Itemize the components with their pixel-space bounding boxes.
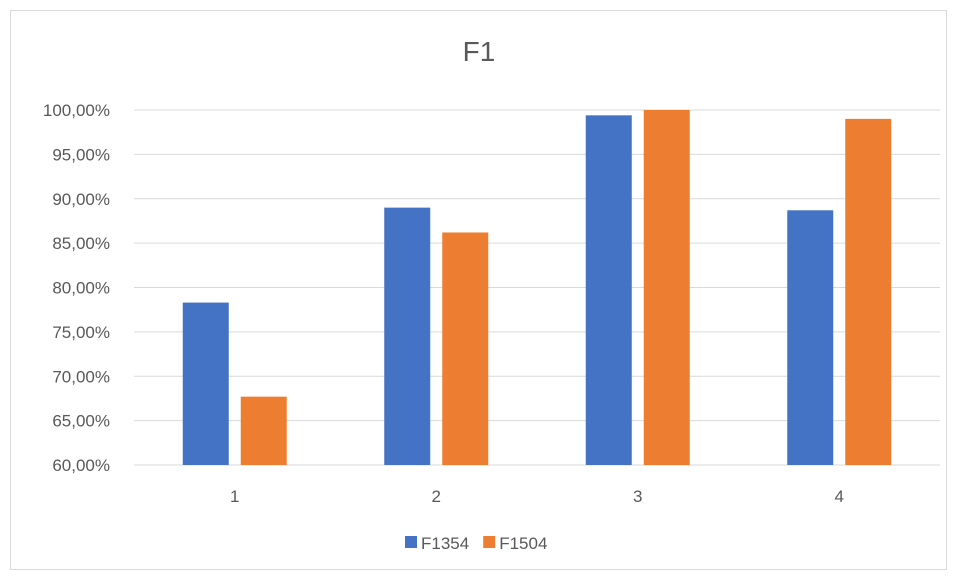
bar-F1504-3 [643, 110, 690, 465]
x-tick-label: 1 [230, 487, 239, 506]
bar-F1354-1 [182, 302, 229, 465]
x-axis-tick-labels: 1 2 3 4 [230, 487, 844, 506]
bar-F1354-2 [384, 207, 431, 465]
chart-title: F1 [462, 36, 496, 67]
x-tick-label: 2 [432, 487, 441, 506]
bar-F1354-3 [585, 115, 632, 465]
y-tick-label: 80,00% [52, 279, 110, 298]
y-tick-label: 85,00% [52, 234, 110, 253]
legend: F1354 F1504 [405, 534, 547, 553]
y-tick-label: 75,00% [52, 323, 110, 342]
bar-F1504-4 [845, 118, 892, 465]
y-tick-label: 70,00% [52, 367, 110, 386]
bar-F1354-4 [787, 210, 834, 465]
bars [182, 110, 892, 465]
y-tick-label: 60,00% [52, 456, 110, 475]
legend-label-F1504: F1504 [499, 534, 547, 553]
x-tick-label: 4 [835, 487, 844, 506]
legend-swatch-F1354 [405, 536, 417, 548]
legend-label-F1354: F1354 [421, 534, 469, 553]
x-tick-label: 3 [633, 487, 642, 506]
y-tick-label: 100,00% [43, 101, 110, 120]
y-tick-label: 90,00% [52, 190, 110, 209]
legend-swatch-F1504 [483, 536, 496, 548]
y-tick-label: 95,00% [52, 145, 110, 164]
y-tick-label: 65,00% [52, 412, 110, 431]
bar-F1504-1 [240, 396, 287, 465]
bar-F1504-2 [442, 232, 489, 465]
y-axis-tick-labels: 60,00% 65,00% 70,00% 75,00% 80,00% 85,00% 90,0… [43, 101, 110, 475]
